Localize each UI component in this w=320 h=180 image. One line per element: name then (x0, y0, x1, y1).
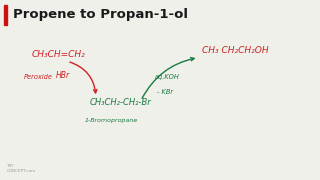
FancyBboxPatch shape (4, 5, 7, 25)
Text: - KBr: - KBr (157, 89, 173, 95)
Text: TRY
CONCEPT.com: TRY CONCEPT.com (6, 164, 36, 173)
Text: CH₃CH₂-CH₂-Br: CH₃CH₂-CH₂-Br (90, 98, 151, 107)
Text: CH₃CH=CH₂: CH₃CH=CH₂ (32, 50, 86, 59)
Text: HBr: HBr (56, 71, 70, 80)
Text: Propene to Propan-1-ol: Propene to Propan-1-ol (13, 8, 188, 21)
Text: 1-Bromopropane: 1-Bromopropane (85, 118, 138, 123)
Text: CH₃ CH₂CH₂OH: CH₃ CH₂CH₂OH (202, 46, 268, 55)
FancyArrowPatch shape (70, 62, 97, 93)
Text: Peroxide: Peroxide (24, 74, 53, 80)
FancyArrowPatch shape (142, 58, 194, 98)
Text: aq.KOH: aq.KOH (155, 74, 180, 80)
